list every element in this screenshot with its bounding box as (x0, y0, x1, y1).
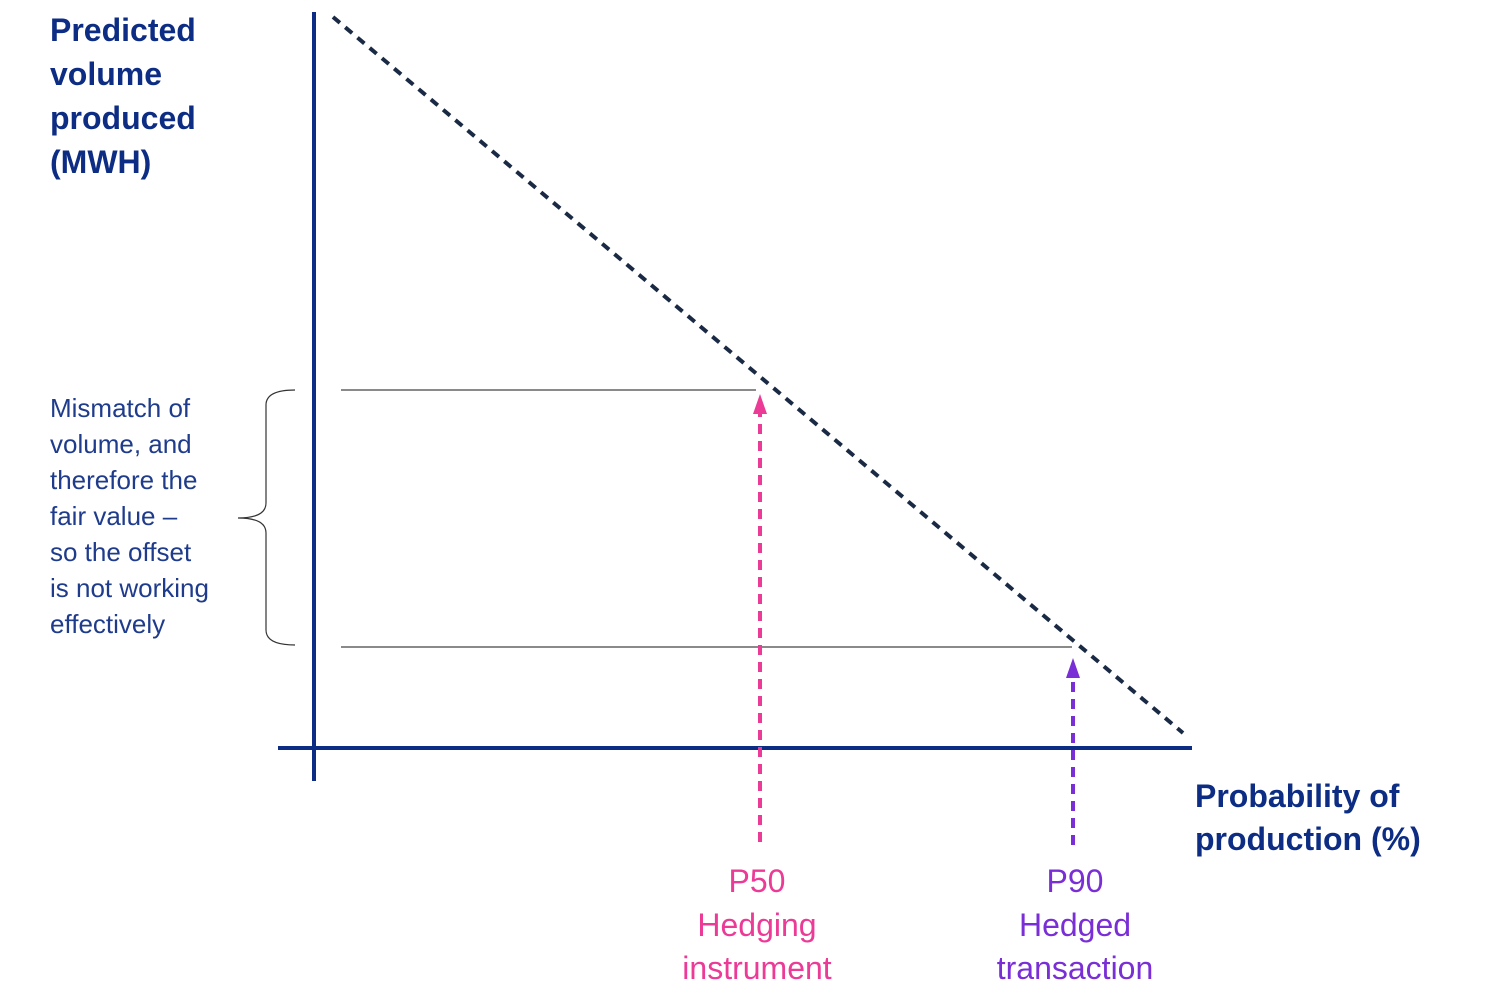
y-axis-title: Predicted (50, 12, 196, 48)
annotation: fair value – (50, 501, 178, 531)
annotation: volume, and (50, 429, 192, 459)
marker-caption: instrument (682, 950, 832, 986)
annotation: effectively (50, 609, 165, 639)
annotation: so the offset (50, 537, 192, 567)
x-axis-title: Probability of (1195, 778, 1400, 814)
marker-caption: Hedging (697, 907, 816, 943)
annotation: therefore the (50, 465, 197, 495)
y-axis-title: produced (50, 100, 196, 136)
marker-caption: transaction (997, 950, 1154, 986)
marker-label: P90 (1047, 863, 1104, 899)
probability-curve (331, 15, 1185, 735)
p50-arrowhead (753, 394, 767, 414)
annotation: is not working (50, 573, 209, 603)
y-axis-title: volume (50, 56, 162, 92)
p90-arrowhead (1066, 658, 1080, 678)
brace (237, 389, 296, 646)
marker-label: P50 (729, 863, 786, 899)
x-axis-title: production (%) (1195, 821, 1421, 857)
annotation: Mismatch of (50, 393, 191, 423)
marker-caption: Hedged (1019, 907, 1131, 943)
y-axis-title: (MWH) (50, 144, 151, 180)
